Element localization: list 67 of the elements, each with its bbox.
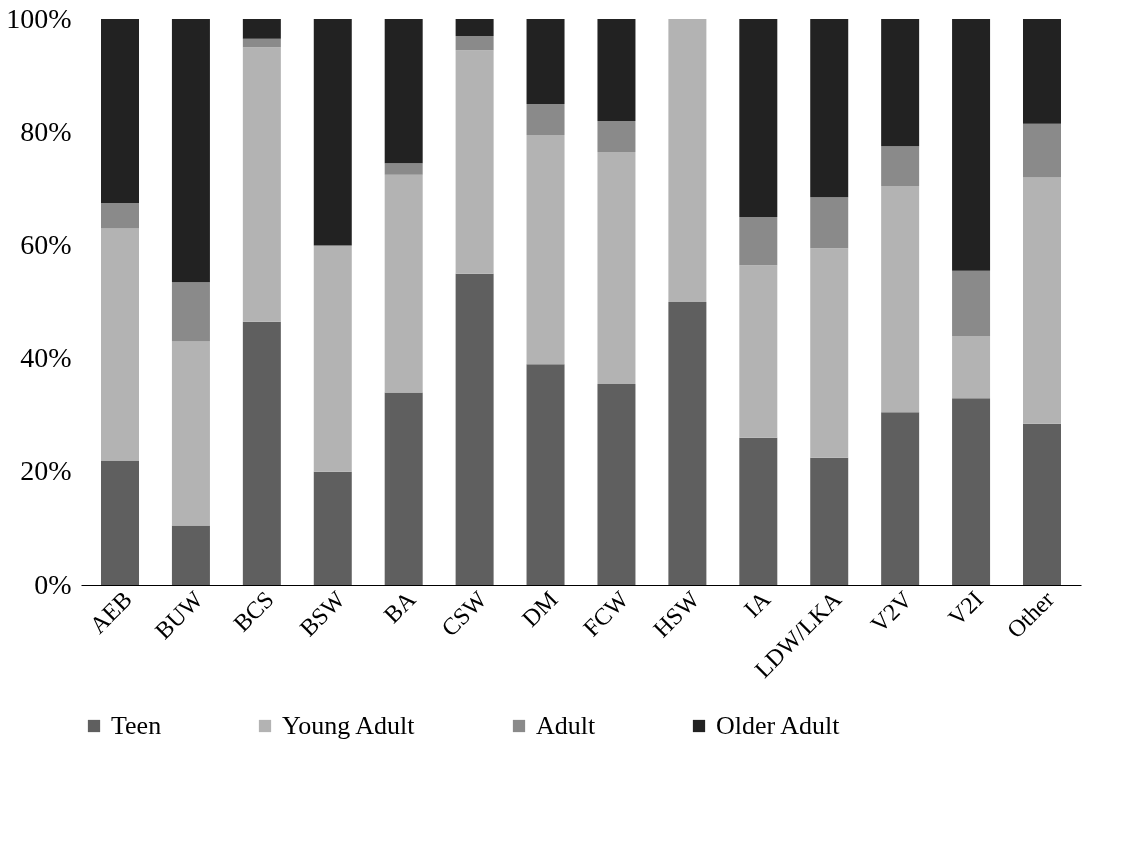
bar (1022, 19, 1061, 124)
bar (242, 38, 281, 48)
legend-label: Teen (111, 711, 162, 740)
bar (455, 273, 494, 585)
bar (384, 174, 423, 393)
y-tick-label: 60% (20, 228, 72, 260)
bar (739, 437, 778, 585)
bar (1022, 423, 1061, 585)
bar (171, 525, 210, 585)
bar (313, 245, 352, 472)
x-tick-label: DM (516, 586, 563, 632)
bar (171, 341, 210, 526)
bar (810, 19, 849, 198)
bar (384, 19, 423, 164)
bar (952, 19, 991, 271)
bar (384, 163, 423, 175)
bar (739, 265, 778, 438)
bar (1022, 123, 1061, 178)
bar (526, 364, 565, 585)
bar (881, 19, 920, 147)
x-tick-label: BA (378, 585, 422, 629)
bar (313, 471, 352, 585)
bar (810, 197, 849, 249)
bar (101, 460, 140, 585)
bar (952, 398, 991, 585)
bar (810, 248, 849, 458)
bar (242, 321, 281, 585)
bar (384, 392, 423, 585)
bar (526, 103, 565, 136)
legend-label: Adult (536, 711, 596, 740)
bar (597, 384, 636, 585)
x-tick-label: V2V (865, 585, 918, 638)
bar (1022, 177, 1061, 424)
bar (668, 302, 707, 585)
bar (952, 335, 991, 399)
bar (171, 19, 210, 283)
bar (242, 47, 281, 322)
legend-label: Young Adult (282, 711, 416, 740)
legend-label: Older Adult (716, 711, 841, 740)
bar (526, 19, 565, 104)
bar (881, 185, 920, 413)
bar (597, 19, 636, 121)
bar (739, 19, 778, 218)
bar (455, 19, 494, 36)
bar (668, 19, 707, 302)
y-tick-label: 100% (6, 2, 72, 34)
bar (810, 457, 849, 585)
bar (101, 228, 140, 461)
bar (101, 19, 140, 203)
bar (739, 217, 778, 266)
bar (881, 412, 920, 585)
bar (171, 282, 210, 342)
y-tick-label: 0% (34, 568, 72, 600)
bar (455, 35, 494, 51)
x-tick-label: V2I (943, 586, 989, 631)
bar (952, 270, 991, 336)
bar (597, 152, 636, 385)
bar (881, 146, 920, 186)
bar (597, 120, 636, 153)
y-tick-label: 20% (20, 455, 72, 487)
y-tick-label: 40% (20, 342, 72, 374)
bar (526, 135, 565, 365)
bar (313, 19, 352, 246)
bar (242, 19, 281, 39)
y-tick-label: 80% (20, 115, 72, 147)
bar (101, 202, 140, 229)
bar (455, 50, 494, 274)
